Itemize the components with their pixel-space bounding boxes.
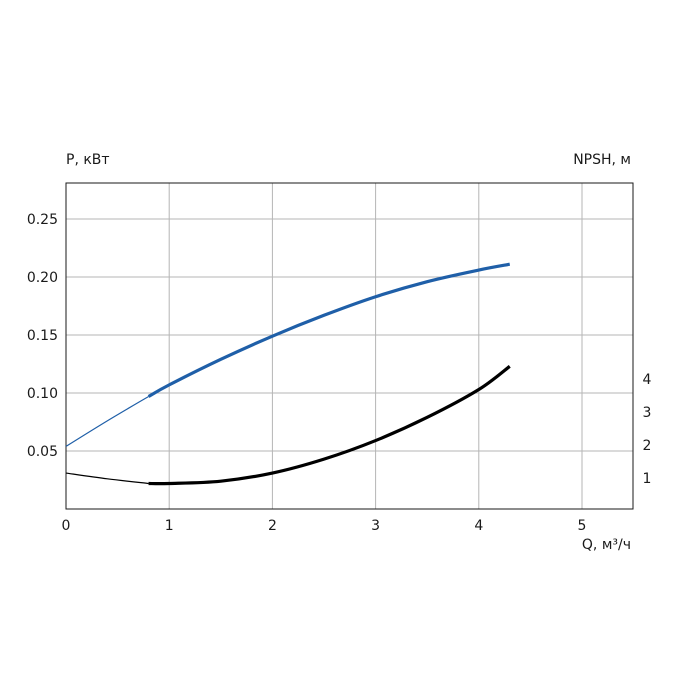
x-tick-label: 0: [62, 518, 71, 534]
right-axis-title: NPSH, м: [573, 152, 631, 168]
y-tick-label: 0.25: [27, 212, 58, 228]
series-0-line: [147, 262, 511, 398]
x-tick-label: 5: [578, 518, 587, 534]
y-tick-label: 0.10: [27, 386, 58, 402]
y-tick-label: 0.05: [27, 444, 58, 460]
right-tick-label: 2: [643, 438, 652, 454]
x-tick-label: 1: [165, 518, 174, 534]
right-tick-label: 4: [643, 372, 652, 388]
grid: [66, 183, 633, 509]
plot-frame: [65, 182, 634, 510]
x-axis-title: Q, м³/ч: [582, 537, 631, 553]
series-1-extrapolated-line: [65, 472, 149, 485]
tick-labels: 0 1 2 3 4 5 0.05 0.10 0.15 0.20 0.25 1 2 3 4: [27, 212, 652, 534]
series-layer: [65, 262, 511, 486]
y-tick-label: 0.20: [27, 270, 58, 286]
x-tick-label: 2: [268, 518, 277, 534]
y-tick-label: 0.15: [27, 328, 58, 344]
x-tick-label: 4: [474, 518, 483, 534]
x-tick-label: 3: [371, 518, 380, 534]
right-tick-label: 3: [643, 405, 652, 421]
series-1-line: [148, 365, 511, 486]
series-0-extrapolated-line: [65, 395, 149, 447]
right-tick-label: 1: [643, 471, 652, 487]
left-axis-title: P, кВт: [66, 152, 110, 168]
